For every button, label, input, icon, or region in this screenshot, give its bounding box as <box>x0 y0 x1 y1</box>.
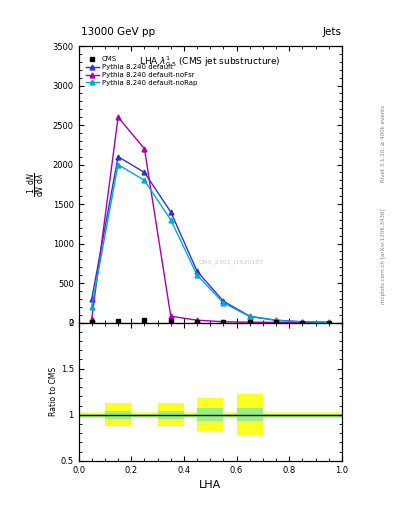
CMS <box>168 318 173 324</box>
Pythia 8.240 default <box>221 298 226 304</box>
Pythia 8.240 default-noRap <box>274 317 278 324</box>
X-axis label: LHA: LHA <box>199 480 221 490</box>
Bar <box>105 411 131 419</box>
Pythia 8.240 default-noFsr <box>168 313 173 319</box>
Pythia 8.240 default-noFsr <box>221 318 226 325</box>
Pythia 8.240 default <box>274 317 278 323</box>
Bar <box>197 408 223 421</box>
Line: CMS: CMS <box>89 318 331 325</box>
CMS <box>90 319 94 325</box>
Pythia 8.240 default-noFsr <box>142 146 147 152</box>
Pythia 8.240 default <box>116 154 120 160</box>
Pythia 8.240 default-noRap <box>116 161 120 167</box>
Bar <box>79 414 342 416</box>
Text: Jets: Jets <box>323 27 342 37</box>
CMS <box>248 319 252 326</box>
CMS <box>221 319 226 325</box>
Text: 13000 GeV pp: 13000 GeV pp <box>81 27 155 37</box>
Line: Pythia 8.240 default-noFsr: Pythia 8.240 default-noFsr <box>89 115 331 325</box>
Pythia 8.240 default <box>142 169 147 176</box>
Pythia 8.240 default-noFsr <box>116 114 120 120</box>
Pythia 8.240 default-noRap <box>300 319 305 325</box>
Text: mcplots.cern.ch [arXiv:1306.3436]: mcplots.cern.ch [arXiv:1306.3436] <box>381 208 386 304</box>
CMS <box>326 319 331 326</box>
Pythia 8.240 default-noRap <box>195 272 200 278</box>
CMS <box>142 317 147 323</box>
Bar <box>237 394 263 435</box>
Pythia 8.240 default-noRap <box>90 304 94 310</box>
Legend: CMS, Pythia 8.240 default, Pythia 8.240 default-noFsr, Pythia 8.240 default-noRa: CMS, Pythia 8.240 default, Pythia 8.240 … <box>85 55 199 87</box>
Bar <box>105 403 131 426</box>
Pythia 8.240 default-noFsr <box>90 315 94 322</box>
Pythia 8.240 default-noRap <box>142 177 147 183</box>
Line: Pythia 8.240 default-noRap: Pythia 8.240 default-noRap <box>89 162 331 325</box>
Pythia 8.240 default <box>248 313 252 319</box>
Text: LHA $\lambda^{1}_{0.5}$ (CMS jet substructure): LHA $\lambda^{1}_{0.5}$ (CMS jet substru… <box>140 54 281 69</box>
CMS <box>300 319 305 326</box>
Pythia 8.240 default-noRap <box>248 313 252 319</box>
Pythia 8.240 default <box>90 296 94 302</box>
Y-axis label: Ratio to CMS: Ratio to CMS <box>49 367 58 416</box>
CMS <box>274 319 278 326</box>
Pythia 8.240 default <box>300 318 305 325</box>
Bar <box>158 403 184 426</box>
Pythia 8.240 default-noFsr <box>274 319 278 326</box>
Pythia 8.240 default-noFsr <box>326 319 331 326</box>
Pythia 8.240 default-noRap <box>168 217 173 223</box>
Y-axis label: $\frac{1}{\mathrm{d}N}\frac{\mathrm{d}N}{\mathrm{d}\lambda}$: $\frac{1}{\mathrm{d}N}\frac{\mathrm{d}N}… <box>26 172 47 197</box>
Bar <box>237 408 263 421</box>
Bar <box>79 412 342 417</box>
Bar <box>197 398 223 431</box>
Pythia 8.240 default <box>168 209 173 215</box>
Pythia 8.240 default-noRap <box>221 300 226 306</box>
CMS <box>195 318 200 325</box>
Pythia 8.240 default-noFsr <box>248 319 252 325</box>
Pythia 8.240 default-noFsr <box>195 317 200 323</box>
Text: Rivet 3.1.10, ≥ 400k events: Rivet 3.1.10, ≥ 400k events <box>381 105 386 182</box>
Pythia 8.240 default-noFsr <box>300 319 305 326</box>
Pythia 8.240 default <box>195 268 200 274</box>
Pythia 8.240 default <box>326 319 331 326</box>
Bar <box>158 411 184 419</box>
Pythia 8.240 default-noRap <box>326 319 331 326</box>
CMS <box>116 318 120 324</box>
Text: CMS_2301_I1920187: CMS_2301_I1920187 <box>199 259 264 265</box>
Line: Pythia 8.240 default: Pythia 8.240 default <box>89 154 331 325</box>
